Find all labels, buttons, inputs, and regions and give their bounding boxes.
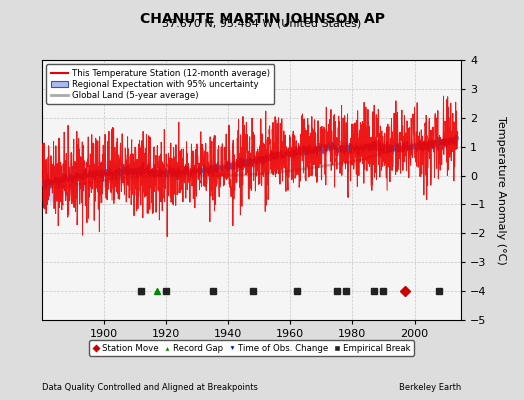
- Text: Data Quality Controlled and Aligned at Breakpoints: Data Quality Controlled and Aligned at B…: [42, 383, 258, 392]
- Y-axis label: Temperature Anomaly (°C): Temperature Anomaly (°C): [496, 116, 506, 264]
- Text: 37.670 N, 95.484 W (United States): 37.670 N, 95.484 W (United States): [162, 18, 362, 28]
- Legend: This Temperature Station (12-month average), Regional Expectation with 95% uncer: This Temperature Station (12-month avera…: [46, 64, 275, 104]
- Legend: Station Move, Record Gap, Time of Obs. Change, Empirical Break: Station Move, Record Gap, Time of Obs. C…: [89, 340, 414, 356]
- Text: Berkeley Earth: Berkeley Earth: [399, 383, 461, 392]
- Text: CHANUTE MARTIN JOHNSON AP: CHANUTE MARTIN JOHNSON AP: [139, 12, 385, 26]
